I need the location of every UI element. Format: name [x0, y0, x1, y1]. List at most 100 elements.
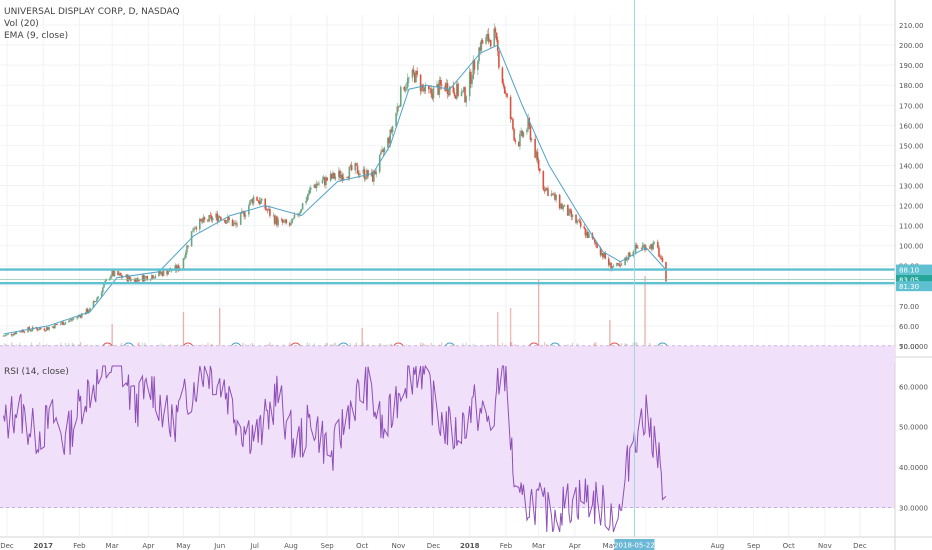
candle-body	[420, 84, 423, 92]
candle-body	[513, 129, 515, 141]
candle-body	[464, 87, 466, 103]
candle-body	[118, 273, 120, 276]
candle-body	[457, 83, 459, 96]
candle-body	[203, 217, 206, 220]
candle-body	[558, 194, 561, 209]
time-tick-label: Nov	[818, 542, 832, 550]
candle-body	[432, 87, 435, 99]
candle-body	[577, 220, 580, 222]
candle-body	[473, 60, 476, 70]
rsi-line	[3, 364, 667, 533]
candle-body	[355, 163, 358, 166]
candle-body	[36, 328, 39, 331]
candle-body	[102, 287, 104, 293]
candle-body	[111, 270, 113, 276]
candle-body	[301, 203, 304, 210]
time-tick-label: Mar	[532, 542, 545, 550]
candle-body	[547, 188, 549, 196]
candle-body	[198, 218, 201, 230]
candle-body	[137, 278, 139, 280]
volume-spike-bar	[609, 320, 611, 356]
candle-body	[419, 74, 422, 92]
candle-body	[391, 126, 394, 133]
candle-body	[380, 151, 382, 155]
candle-body	[373, 170, 375, 182]
candle-body	[54, 323, 56, 329]
candle-body	[579, 221, 582, 227]
candle-body	[534, 138, 536, 158]
time-tick-label: Sep	[747, 542, 761, 550]
price-badge-last: 83.05	[899, 277, 919, 285]
price-tick-label: 160.00	[899, 122, 924, 130]
candle-body	[436, 84, 438, 88]
candle-body	[6, 334, 8, 335]
candle-body	[510, 118, 513, 120]
candle-body	[274, 216, 277, 224]
candle-body	[59, 323, 62, 325]
candle-body	[175, 265, 178, 271]
candle-body	[602, 252, 604, 258]
candle-body	[543, 189, 546, 192]
candle-body	[126, 274, 129, 282]
candle-body	[660, 257, 663, 259]
candle-body	[225, 221, 228, 224]
rsi-pane: 60.0000 50.0000 40.0000 30.0000 70.0000	[0, 343, 928, 536]
candle-body	[228, 217, 230, 220]
candle-body	[28, 327, 31, 330]
candle-body	[527, 118, 529, 130]
candle-body	[509, 96, 512, 119]
candle-body	[641, 245, 644, 249]
candle-body	[640, 247, 643, 249]
candle-body	[560, 204, 562, 209]
candle-body	[307, 194, 310, 197]
time-tick-label: Dec	[853, 542, 867, 550]
volume-spike-bar	[218, 308, 221, 356]
candle-body	[208, 215, 210, 222]
candle-body	[135, 278, 138, 284]
time-tick-label: Apr	[569, 542, 581, 550]
candle-body	[593, 239, 596, 243]
candle-body	[329, 173, 332, 181]
candle-body	[653, 241, 656, 243]
candle-body	[308, 189, 311, 195]
volume-legend[interactable]: Vol (20)	[4, 19, 39, 29]
candle-body	[113, 271, 116, 277]
time-tick-label: May	[603, 542, 617, 550]
price-axis: 210.00 200.00 190.00 180.00 170.00 160.00 150.…	[894, 0, 932, 550]
rsi-tick-label: 30.0000	[899, 505, 928, 513]
candle-body	[314, 184, 317, 188]
candle-body	[342, 177, 345, 180]
time-axis: Dec 2017 Feb Mar Apr May Jun Jul Aug Sep Oct Nov Dec…	[0, 536, 932, 550]
candle-body	[207, 219, 209, 222]
candle-body	[399, 86, 402, 107]
candle-body	[600, 252, 603, 256]
candle-body	[266, 210, 269, 211]
candle-body	[378, 154, 381, 172]
rsi-band	[0, 345, 895, 508]
candle-body	[569, 209, 571, 211]
candle-body	[183, 258, 186, 259]
candle-body	[405, 87, 408, 89]
candle-body	[388, 137, 390, 144]
candle-body	[141, 275, 144, 282]
candle-body	[356, 165, 359, 174]
candle-body	[30, 330, 33, 332]
candle-body	[395, 112, 397, 127]
candle-body	[489, 39, 492, 47]
candle-body	[339, 170, 341, 178]
price-badge-lower: 81.30	[899, 283, 919, 291]
candle-body	[634, 244, 637, 253]
rsi-legend[interactable]: RSI (14, close)	[4, 367, 69, 377]
candle-body	[648, 247, 651, 249]
candle-body	[202, 217, 205, 223]
candle-body	[563, 204, 566, 207]
candle-body	[413, 72, 416, 83]
candle-body	[184, 252, 187, 259]
symbol-title[interactable]: UNIVERSAL DISPLAY CORP, D, NASDAQ	[4, 7, 180, 17]
candle-body	[162, 270, 165, 276]
candle-body	[325, 177, 327, 186]
candle-body	[259, 200, 262, 205]
ema-legend[interactable]: EMA (9, close)	[4, 31, 68, 41]
candle-body	[536, 151, 539, 160]
candle-body	[313, 184, 316, 188]
